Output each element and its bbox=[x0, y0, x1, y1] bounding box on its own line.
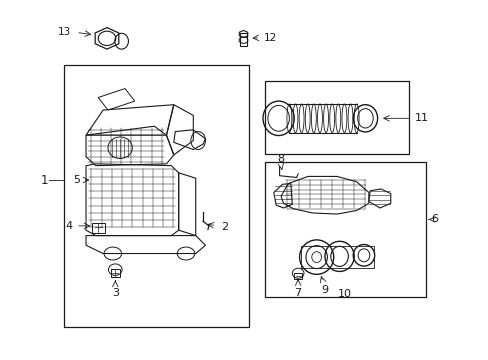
Text: 5: 5 bbox=[73, 175, 80, 185]
Text: 2: 2 bbox=[221, 222, 228, 232]
Bar bbox=[64, 65, 249, 327]
Bar bbox=[301, 246, 373, 268]
Bar bbox=[264, 81, 408, 154]
Text: 10: 10 bbox=[337, 289, 351, 300]
Text: 9: 9 bbox=[321, 285, 328, 295]
Bar bbox=[92, 223, 104, 233]
Text: 11: 11 bbox=[414, 113, 428, 123]
Bar bbox=[239, 33, 247, 45]
Text: 4: 4 bbox=[65, 221, 73, 231]
Text: 3: 3 bbox=[112, 288, 119, 298]
Text: 7: 7 bbox=[294, 288, 301, 298]
Bar bbox=[264, 162, 425, 297]
Bar bbox=[294, 273, 302, 279]
Text: 8: 8 bbox=[277, 154, 284, 164]
Text: 12: 12 bbox=[264, 33, 277, 42]
Bar bbox=[111, 269, 120, 277]
Text: 6: 6 bbox=[430, 215, 437, 224]
Text: 13: 13 bbox=[58, 27, 71, 37]
Text: 1: 1 bbox=[41, 174, 48, 186]
